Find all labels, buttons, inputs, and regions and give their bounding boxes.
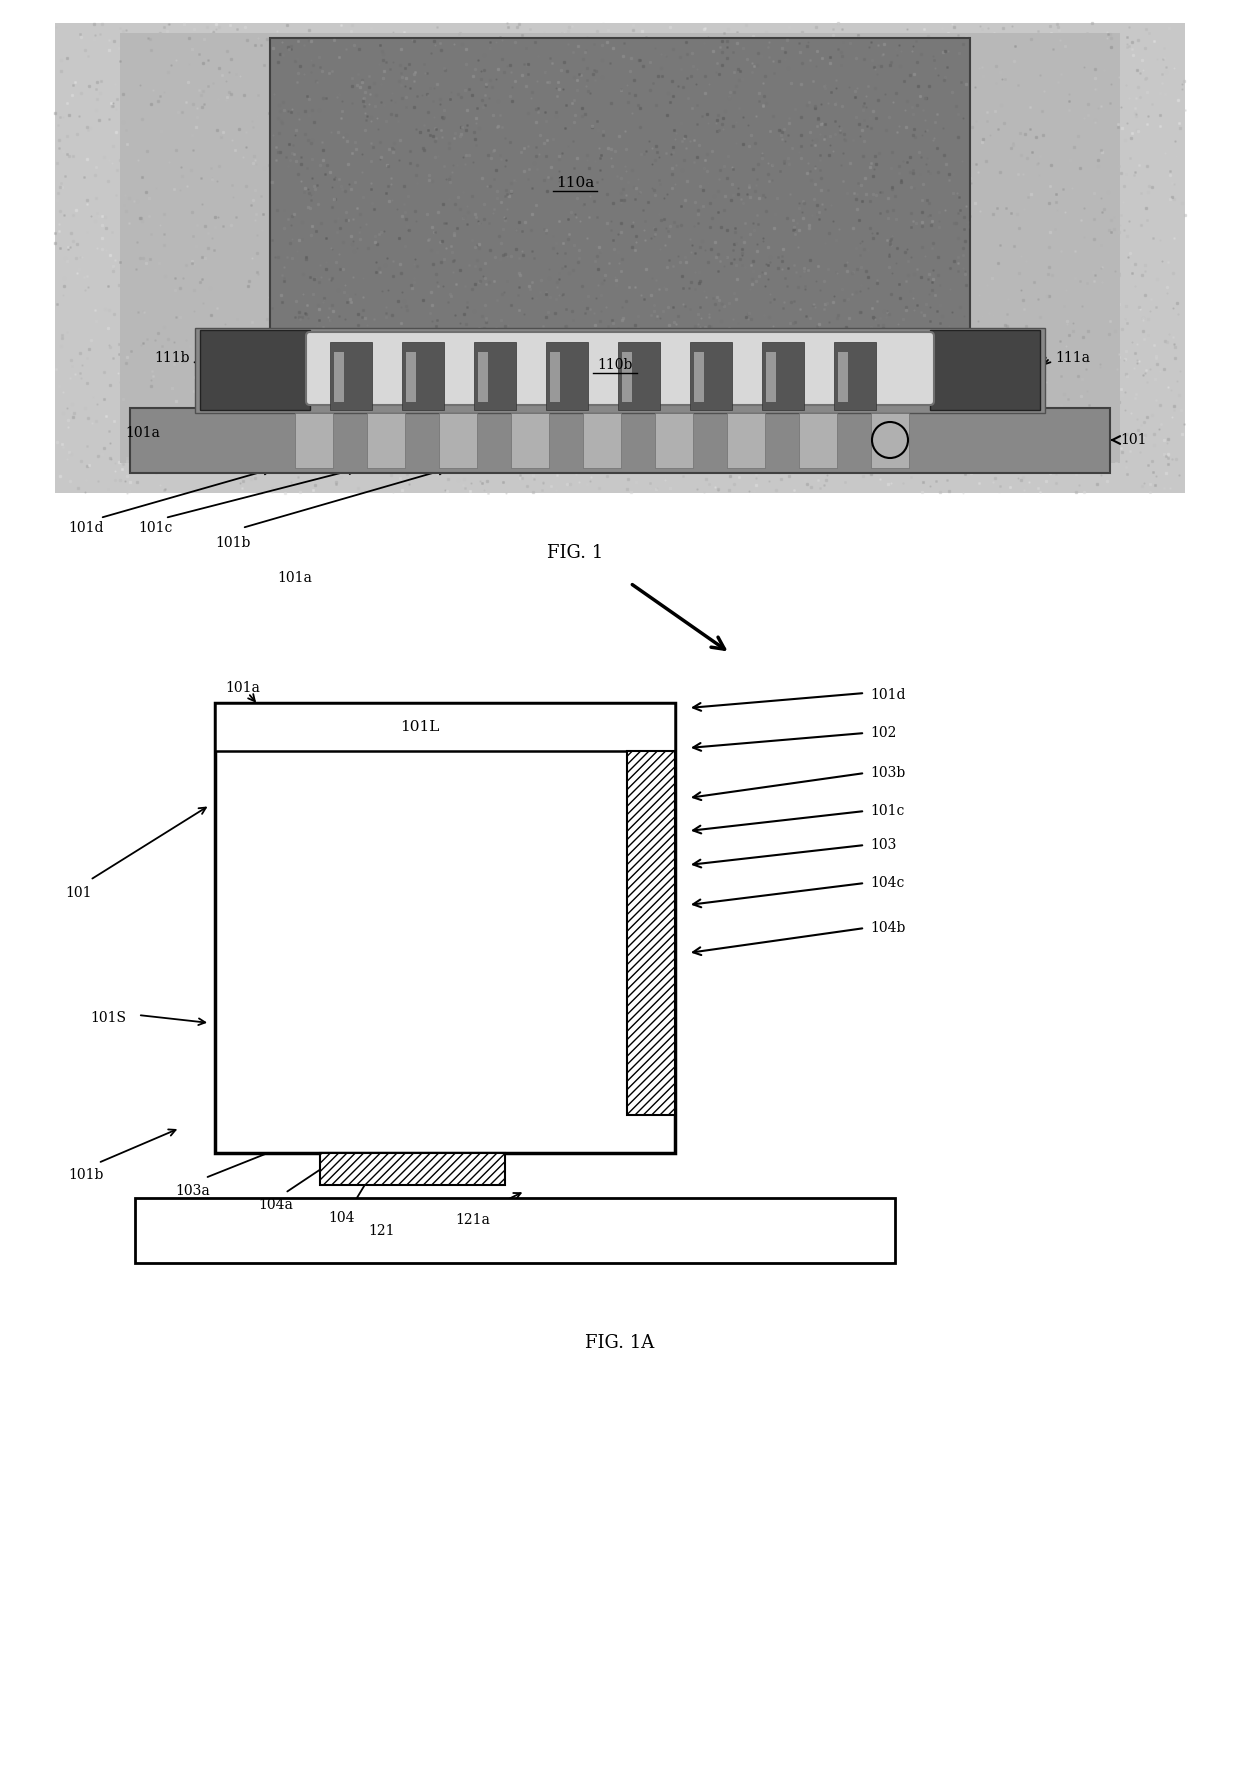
Text: 104b: 104b [870,920,905,934]
Bar [55,23,1185,493]
Text: 110a: 110a [556,176,594,190]
Text: 101c: 101c [870,803,904,817]
Text: 101a: 101a [224,681,260,695]
Text: 102: 102 [870,725,897,739]
Bar [694,353,704,402]
Bar [320,1152,505,1184]
Bar [727,413,765,468]
Bar [405,353,415,402]
Text: 101d: 101d [870,688,905,702]
Bar [546,342,588,410]
Bar [655,413,693,468]
Text: 101b: 101b [68,1168,103,1183]
Bar [330,342,372,410]
Text: 121: 121 [368,1223,394,1238]
Bar [439,413,477,468]
Text: 110b: 110b [598,358,632,372]
Bar [474,342,516,410]
Text: 111b: 111b [155,351,190,365]
Text: 104a: 104a [258,1199,293,1213]
Bar [270,37,970,333]
Bar [477,353,489,402]
Text: 104: 104 [329,1211,355,1225]
Bar [334,353,343,402]
Bar [402,342,444,410]
Bar [511,413,549,468]
Bar [763,342,804,410]
Bar [930,330,1040,410]
Bar [367,413,405,468]
Bar [215,704,675,752]
Text: 101a: 101a [125,426,160,440]
Bar [627,752,675,1115]
Bar [799,413,837,468]
Bar [622,353,632,402]
Bar [618,342,660,410]
Text: 103b: 103b [870,766,905,780]
Bar [130,408,1110,473]
Text: 101: 101 [1120,433,1147,447]
Bar [135,1199,895,1262]
FancyBboxPatch shape [306,332,934,404]
Bar [120,34,1120,463]
Bar [583,413,621,468]
Text: FIG. 1: FIG. 1 [547,544,603,562]
Bar [835,342,875,410]
Text: 103: 103 [870,839,897,853]
Bar [200,330,310,410]
Text: 101c: 101c [138,521,172,535]
Text: 101: 101 [64,886,92,901]
Text: 101S: 101S [91,1011,126,1025]
Bar [295,413,334,468]
Text: 103a: 103a [175,1184,210,1199]
Text: FIG. 1A: FIG. 1A [585,1333,655,1353]
Text: 121a: 121a [455,1213,490,1227]
Bar [195,328,1045,413]
Bar [838,353,848,402]
Text: 101L: 101L [401,720,440,734]
Text: 111a: 111a [1055,351,1090,365]
Bar [551,353,560,402]
Text: 101b: 101b [215,535,250,550]
Bar [766,353,776,402]
Bar [215,704,675,1152]
Text: 101d: 101d [68,521,103,535]
Bar [870,413,909,468]
Bar [689,342,732,410]
Text: 101a: 101a [278,571,312,585]
Text: 104c: 104c [870,876,904,890]
